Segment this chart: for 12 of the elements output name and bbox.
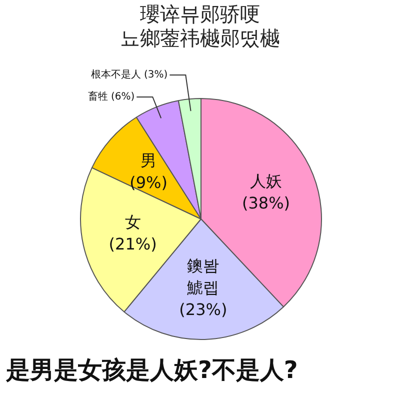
slice-label: 女 — [124, 212, 141, 232]
slice-label: 畜牲 (6%) — [88, 90, 135, 103]
data-label: (9%) — [130, 172, 168, 192]
slice-label: 男 — [140, 150, 157, 170]
text: 是男是女孩是人妖?不是人? — [5, 355, 299, 386]
data-label: (23%) — [179, 300, 228, 320]
data-label: (21%) — [108, 234, 157, 254]
slice-label: 人妖 — [250, 171, 282, 190]
slice-label: 鐭봠 鯱렙 — [187, 256, 220, 298]
slice-label: 根本不是人 (3%) — [90, 68, 168, 81]
chart-title: 瓔谇뷰郧骄哽 뇨鄉蓥祎樾郧떴樾 — [119, 1, 281, 52]
data-label: (38%) — [242, 193, 290, 212]
